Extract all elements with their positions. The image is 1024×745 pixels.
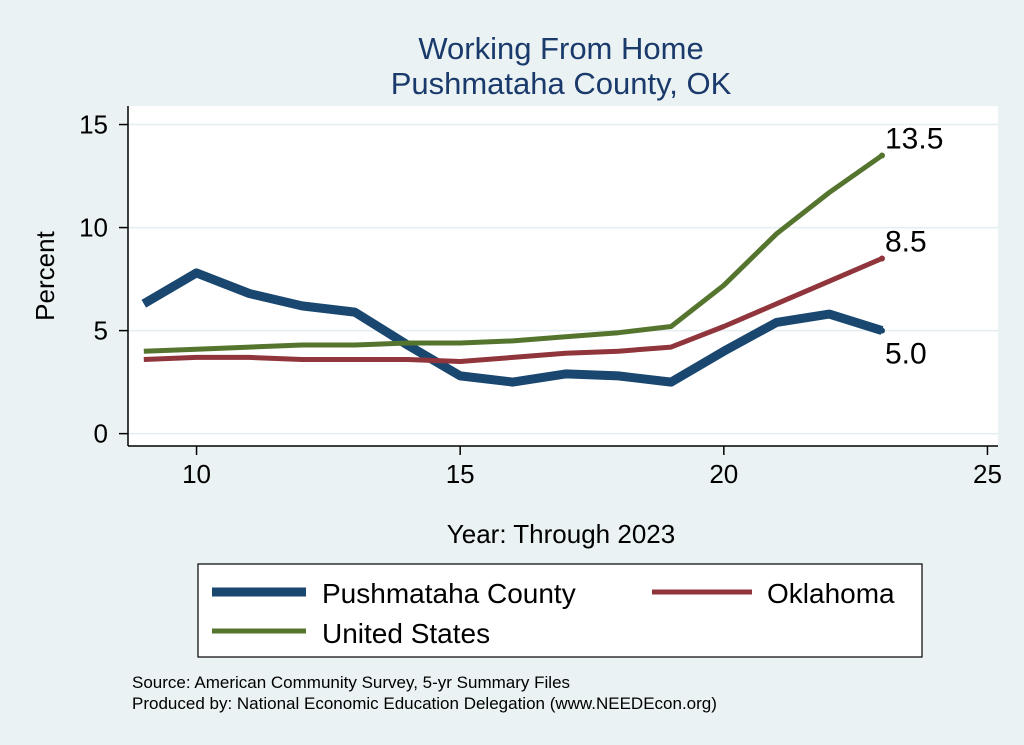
series-line-pushmataha-county	[141, 268, 884, 387]
legend-box	[197, 563, 923, 658]
series-line-united-states	[143, 153, 884, 354]
producer-note: Produced by: National Economic Education…	[132, 694, 717, 713]
legend-label: Pushmataha County	[322, 578, 576, 609]
legend: Pushmataha County Oklahoma United States	[212, 578, 895, 649]
chart-title-line-1: Working From Home	[418, 31, 703, 66]
grid-lines	[128, 123, 998, 435]
end-value-label: 5.0	[885, 338, 927, 371]
legend-label: United States	[322, 618, 490, 649]
ticks: 0 5 10 15 10 15 20 25	[79, 110, 1002, 489]
axes	[127, 106, 998, 447]
series-end-point	[879, 255, 885, 262]
x-axis-title: Year: Through 2023	[447, 519, 675, 549]
x-tick-label: 20	[709, 459, 738, 489]
series-end-point	[879, 152, 885, 159]
y-tick-label: 15	[79, 110, 108, 140]
x-tick-label: 25	[973, 459, 1002, 489]
y-tick-label: 5	[94, 316, 108, 346]
plot-area	[128, 106, 998, 446]
end-value-label: 13.5	[885, 122, 943, 155]
chart-title-line-2: Pushmataha County, OK	[391, 66, 732, 101]
y-tick-label: 10	[79, 213, 108, 243]
legend-label: Oklahoma	[767, 578, 895, 609]
y-tick-label: 0	[94, 419, 108, 449]
series-line-oklahoma	[143, 256, 883, 364]
series-end-point	[879, 327, 885, 334]
source-note: Source: American Community Survey, 5-yr …	[132, 673, 570, 692]
x-tick-label: 10	[182, 459, 211, 489]
end-value-label: 8.5	[885, 225, 927, 258]
y-axis-title: Percent	[30, 230, 60, 320]
series-lines	[141, 152, 885, 387]
x-tick-label: 15	[446, 459, 475, 489]
end-labels: 5.0 8.5 13.5	[885, 122, 943, 370]
